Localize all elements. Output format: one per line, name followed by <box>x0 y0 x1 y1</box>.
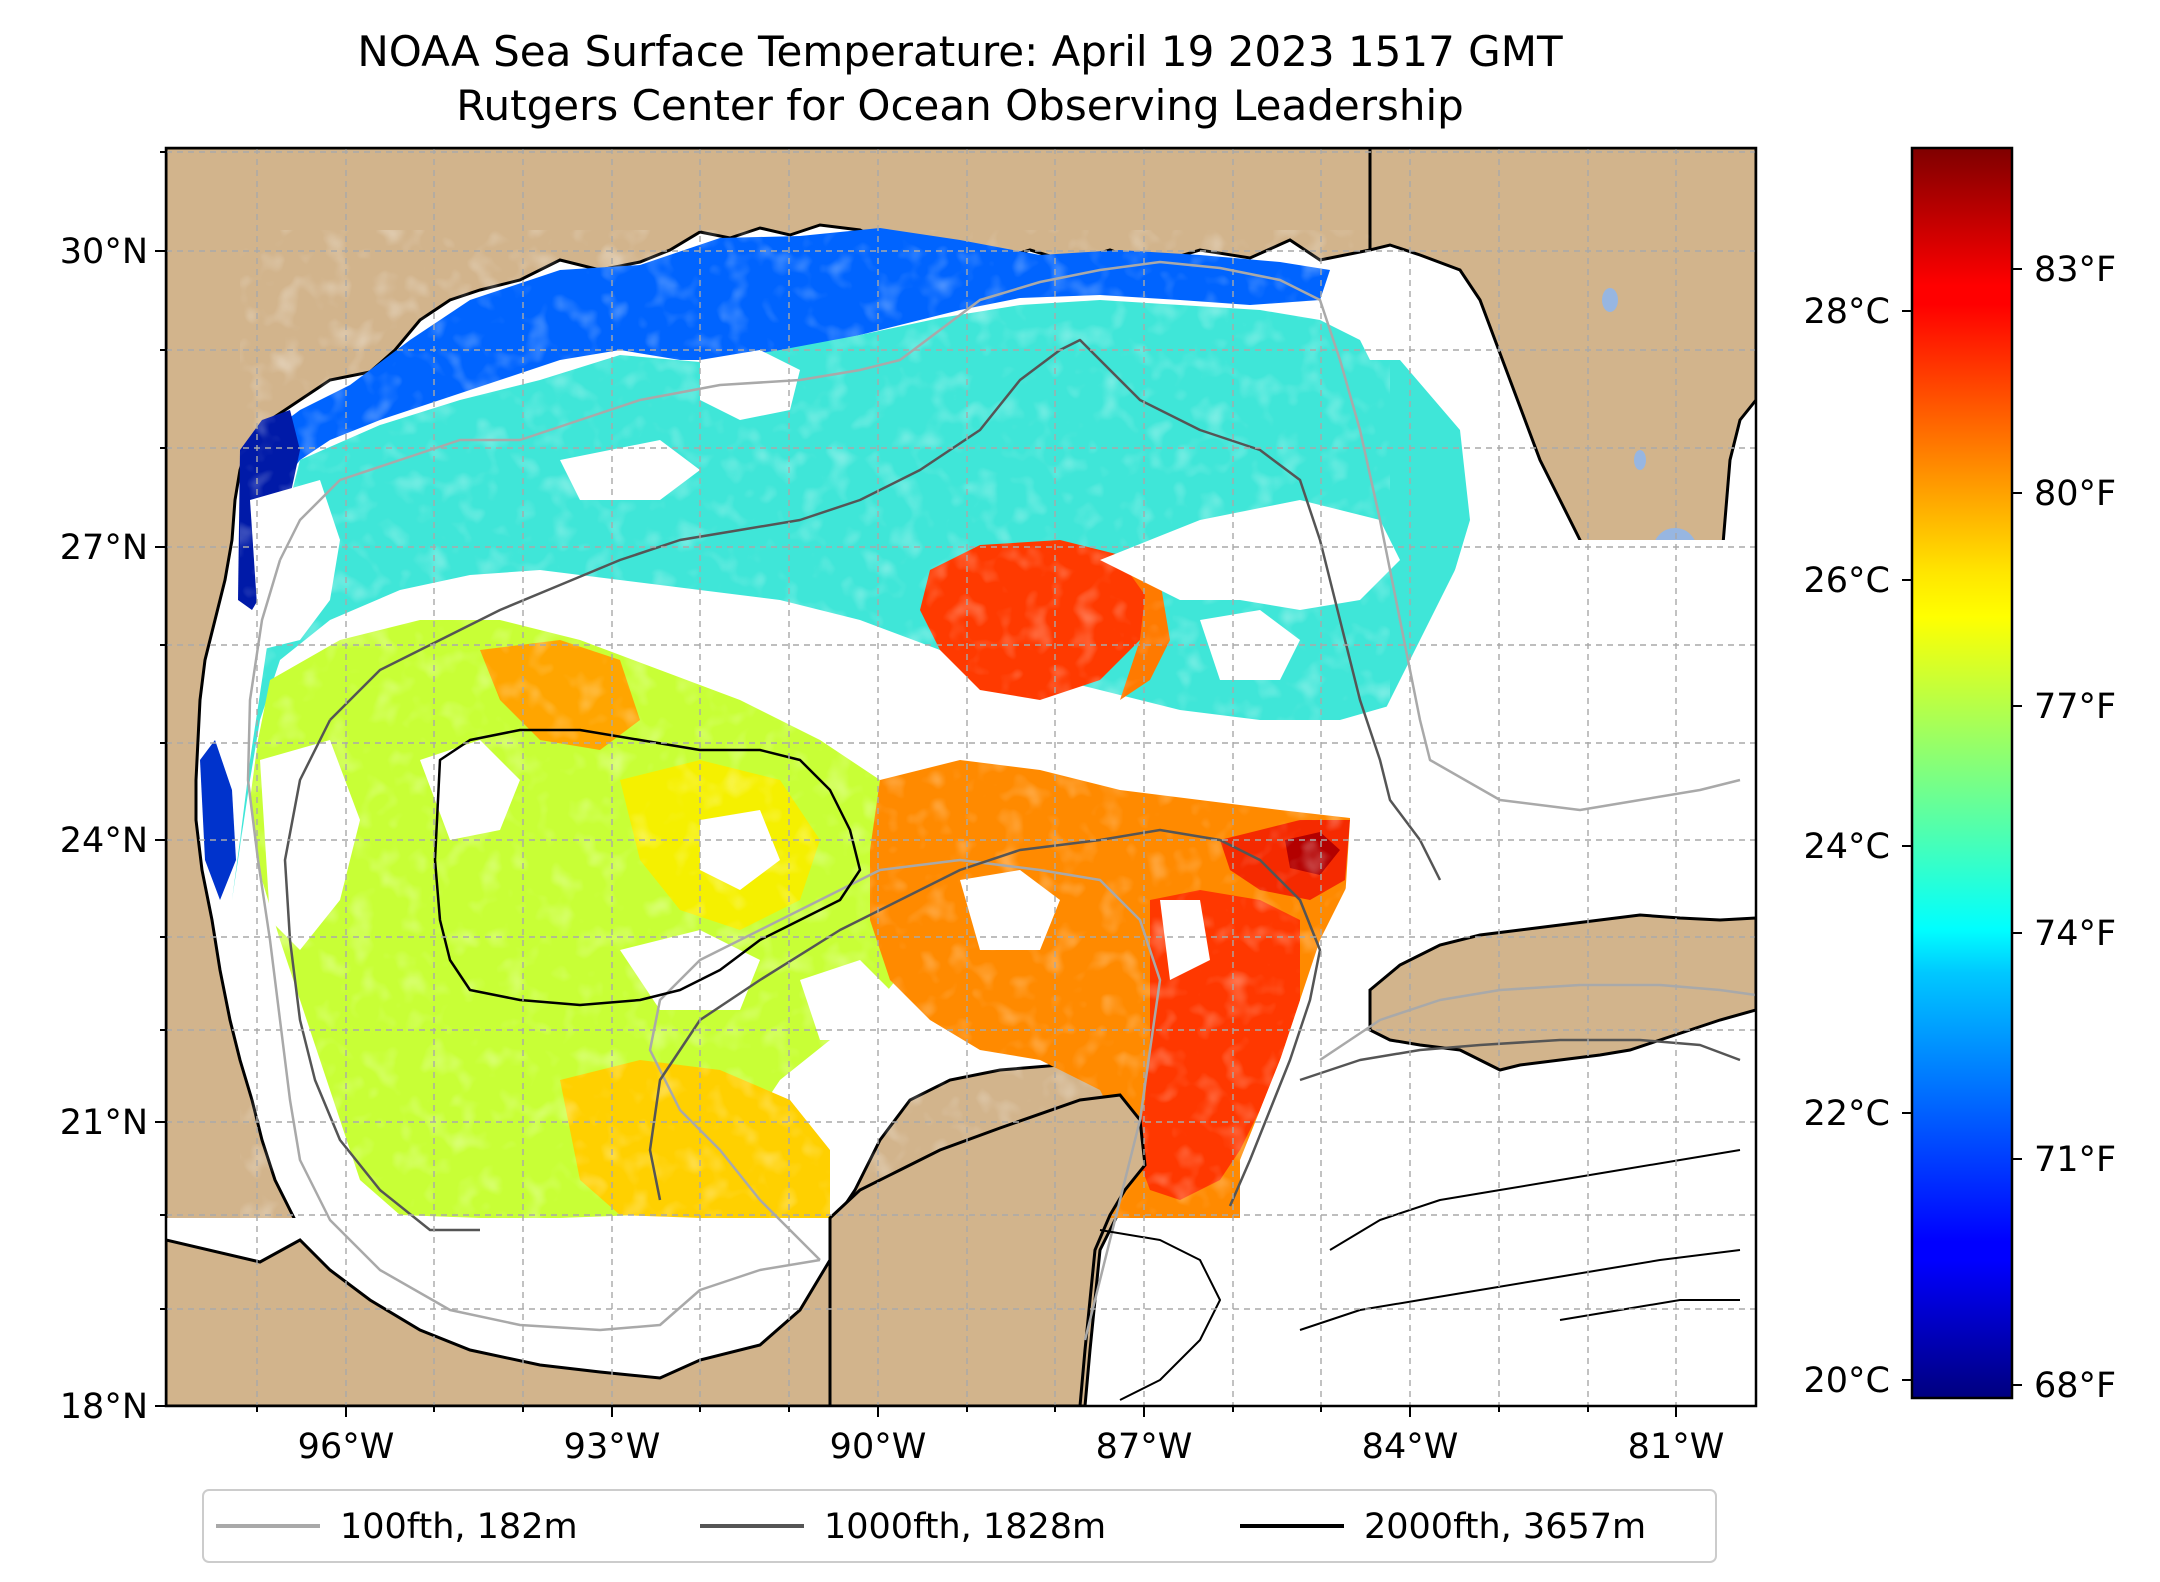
lon-labels: 96°W 93°W 90°W 87°W 84°W 81°W <box>298 1427 1725 1467</box>
lake-florida-north <box>1602 288 1618 312</box>
lat-label-24n: 24°N <box>60 821 148 861</box>
figure-subtitle: Rutgers Center for Ocean Observing Leade… <box>456 81 1464 130</box>
colorbar-c-28: 28°C <box>1804 292 1890 332</box>
colorbar-c-24: 24°C <box>1804 827 1890 867</box>
map-frame <box>164 146 1758 1408</box>
lake-florida-mid <box>1634 450 1646 470</box>
colorbar-f-68: 68°F <box>2034 1366 2116 1406</box>
contour-1000fth-west <box>283 719 480 1232</box>
colorbar-c-22: 22°C <box>1804 1094 1890 1134</box>
colorbar-gradient <box>1910 146 2014 1400</box>
colorbar-f-74: 74°F <box>2034 914 2116 954</box>
legend-label-1000fth: 1000fth, 1828m <box>824 1507 1106 1547</box>
land-overlay-yucatan <box>828 1093 1147 1406</box>
contour-100fth-west <box>246 559 821 1332</box>
axis-ticks <box>155 151 1677 1417</box>
colorbar-f-77: 77°F <box>2034 687 2116 727</box>
lon-label-84w: 84°W <box>1362 1427 1459 1467</box>
contour-100fth <box>278 260 1741 812</box>
lat-label-18n: 18°N <box>60 1387 148 1427</box>
land-overlay-cuba <box>1368 913 1756 1072</box>
map-area <box>166 148 1756 1406</box>
colorbar-c-26: 26°C <box>1804 561 1890 601</box>
legend-item-1000fth: 1000fth, 1828m <box>700 1507 1106 1547</box>
figure-title: NOAA Sea Surface Temperature: April 19 2… <box>357 27 1563 76</box>
contour-2000fth-south <box>1099 1229 1221 1401</box>
lon-label-87w: 87°W <box>1096 1427 1193 1467</box>
legend-box <box>202 1489 1717 1563</box>
legend: 100fth, 182m 1000fth, 1828m 2000fth, 365… <box>202 1489 1717 1563</box>
colorbar-ticks <box>1902 268 2022 1386</box>
legend-label-2000fth: 2000fth, 3657m <box>1364 1507 1646 1547</box>
legend-label-100fth: 100fth, 182m <box>340 1507 578 1547</box>
contour-2000fth <box>433 728 862 1007</box>
colorbar-f-71: 71°F <box>2034 1140 2116 1180</box>
lat-label-30n: 30°N <box>60 232 148 272</box>
contour-100fth-cuba <box>1319 983 1756 1062</box>
gridlines <box>166 148 1756 1406</box>
colorbar-c-20: 20°C <box>1804 1361 1890 1401</box>
colorbar-f-83: 83°F <box>2034 250 2116 290</box>
lon-label-81w: 81°W <box>1628 1427 1725 1467</box>
legend-item-100fth: 100fth, 182m <box>216 1507 578 1547</box>
land-overlay <box>166 913 1756 1406</box>
colorbar: 28°C 26°C 24°C 22°C 20°C 83°F 80°F 77°F … <box>1804 146 2116 1406</box>
lat-label-21n: 21°N <box>60 1103 148 1143</box>
colorbar-f-80: 80°F <box>2034 474 2116 514</box>
lon-label-90w: 90°W <box>830 1427 927 1467</box>
lon-label-96w: 96°W <box>298 1427 395 1467</box>
sst-coast-deep-blue-2 <box>200 740 236 900</box>
legend-item-2000fth: 2000fth, 3657m <box>1240 1507 1646 1547</box>
lon-label-93w: 93°W <box>564 1427 661 1467</box>
lat-label-27n: 27°N <box>60 528 148 568</box>
contour-100fth-yucatan <box>648 858 1162 1341</box>
contour-1000fth-cuba <box>1299 1038 1741 1082</box>
lat-labels: 30°N 27°N 24°N 21°N 18°N <box>60 232 148 1427</box>
contour-1000fth-loop <box>648 828 1322 1207</box>
